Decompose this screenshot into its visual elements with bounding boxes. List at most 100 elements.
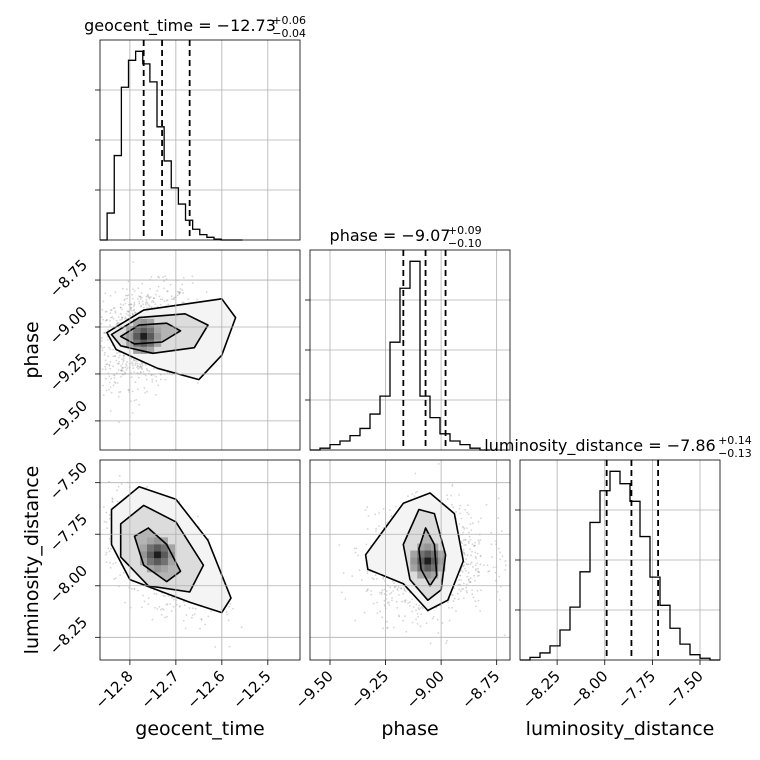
scatter-point: [139, 295, 142, 298]
scatter-point: [479, 610, 482, 612]
scatter-point: [479, 563, 482, 566]
scatter-point: [115, 359, 118, 362]
scatter-point: [413, 495, 416, 497]
scatter-point: [108, 381, 111, 384]
scatter-point: [390, 515, 393, 518]
scatter-point: [387, 626, 389, 629]
scatter-point: [353, 547, 356, 550]
scatter-point: [132, 309, 135, 312]
scatter-point: [123, 354, 125, 357]
scatter-point: [476, 575, 479, 577]
scatter-point: [114, 561, 117, 564]
scatter-point: [131, 313, 134, 316]
density-cell: [431, 557, 439, 565]
scatter-point: [108, 388, 110, 391]
density-cell: [146, 565, 154, 573]
scatter-point: [366, 506, 369, 509]
scatter-point: [109, 561, 111, 564]
scatter-point: [165, 278, 168, 280]
scatter-point: [463, 552, 465, 555]
scatter-point: [133, 303, 136, 306]
scatter-point: [391, 597, 393, 599]
scatter-point: [486, 564, 489, 567]
scatter-point: [464, 543, 467, 546]
scatter-point: [375, 577, 378, 580]
scatter-point: [366, 589, 369, 592]
scatter-point: [142, 371, 145, 373]
title-luminosity_distance-plus: +0.14: [718, 434, 752, 447]
scatter-point: [445, 642, 448, 645]
scatter-point: [463, 582, 465, 585]
density-cell: [438, 564, 446, 572]
scatter-point: [476, 552, 479, 555]
scatter-point: [118, 474, 121, 477]
scatter-point: [117, 396, 120, 398]
scatter-point: [382, 576, 385, 579]
density-cell: [133, 332, 141, 340]
scatter-point: [112, 563, 115, 565]
scatter-point: [465, 569, 467, 572]
scatter-point: [173, 298, 175, 301]
scatter-point: [138, 300, 141, 303]
scatter-point: [155, 593, 158, 595]
scatter-point: [182, 619, 185, 622]
xtick-geocent_time-1: −12.7: [137, 667, 182, 712]
scatter-point: [142, 303, 145, 306]
scatter-point: [395, 600, 398, 603]
scatter-point: [179, 291, 181, 294]
scatter-point: [141, 368, 144, 371]
scatter-point: [145, 303, 147, 306]
scatter-point: [124, 601, 126, 604]
scatter-point: [101, 368, 104, 371]
scatter-point: [114, 310, 117, 312]
scatter-point: [205, 291, 208, 294]
scatter-point: [185, 614, 188, 616]
scatter-point: [402, 592, 405, 595]
scatter-point: [139, 363, 141, 366]
scatter-point: [392, 590, 395, 592]
scatter-point: [182, 301, 185, 304]
scatter-point: [126, 294, 129, 297]
scatter-point: [397, 614, 400, 617]
scatter-point: [173, 598, 175, 601]
scatter-point: [460, 579, 462, 581]
scatter-point: [396, 588, 399, 590]
scatter-point: [354, 619, 357, 622]
scatter-point: [114, 382, 117, 384]
scatter-point: [385, 590, 388, 593]
scatter-point: [340, 591, 343, 594]
scatter-point: [491, 556, 493, 558]
scatter-point: [466, 591, 468, 594]
scatter-point: [476, 590, 479, 592]
scatter-point: [417, 607, 420, 609]
scatter-point: [470, 561, 473, 564]
scatter-point: [420, 613, 423, 615]
scatter-point: [360, 579, 363, 581]
scatter-point: [100, 345, 102, 347]
scatter-point: [134, 362, 137, 365]
scatter-point: [133, 587, 136, 590]
scatter-point: [170, 610, 173, 612]
scatter-point: [121, 358, 123, 361]
scatter-point: [106, 319, 108, 321]
scatter-point: [191, 614, 194, 616]
scatter-point: [119, 306, 122, 309]
scatter-point: [107, 547, 110, 550]
scatter-point: [467, 504, 469, 507]
scatter-point: [104, 368, 107, 371]
density-cell: [133, 346, 141, 354]
scatter-point: [119, 312, 122, 315]
scatter-point: [487, 570, 490, 573]
scatter-point: [468, 540, 470, 543]
scatter-point: [455, 610, 457, 613]
scatter-point: [148, 305, 151, 307]
scatter-point: [183, 600, 185, 603]
scatter-point: [120, 369, 122, 372]
scatter-point: [151, 381, 154, 383]
density-cell: [140, 318, 148, 326]
density-cell: [133, 325, 141, 333]
scatter-point: [105, 310, 108, 313]
scatter-point: [104, 331, 106, 334]
scatter-point: [105, 363, 107, 366]
scatter-point: [165, 299, 168, 302]
